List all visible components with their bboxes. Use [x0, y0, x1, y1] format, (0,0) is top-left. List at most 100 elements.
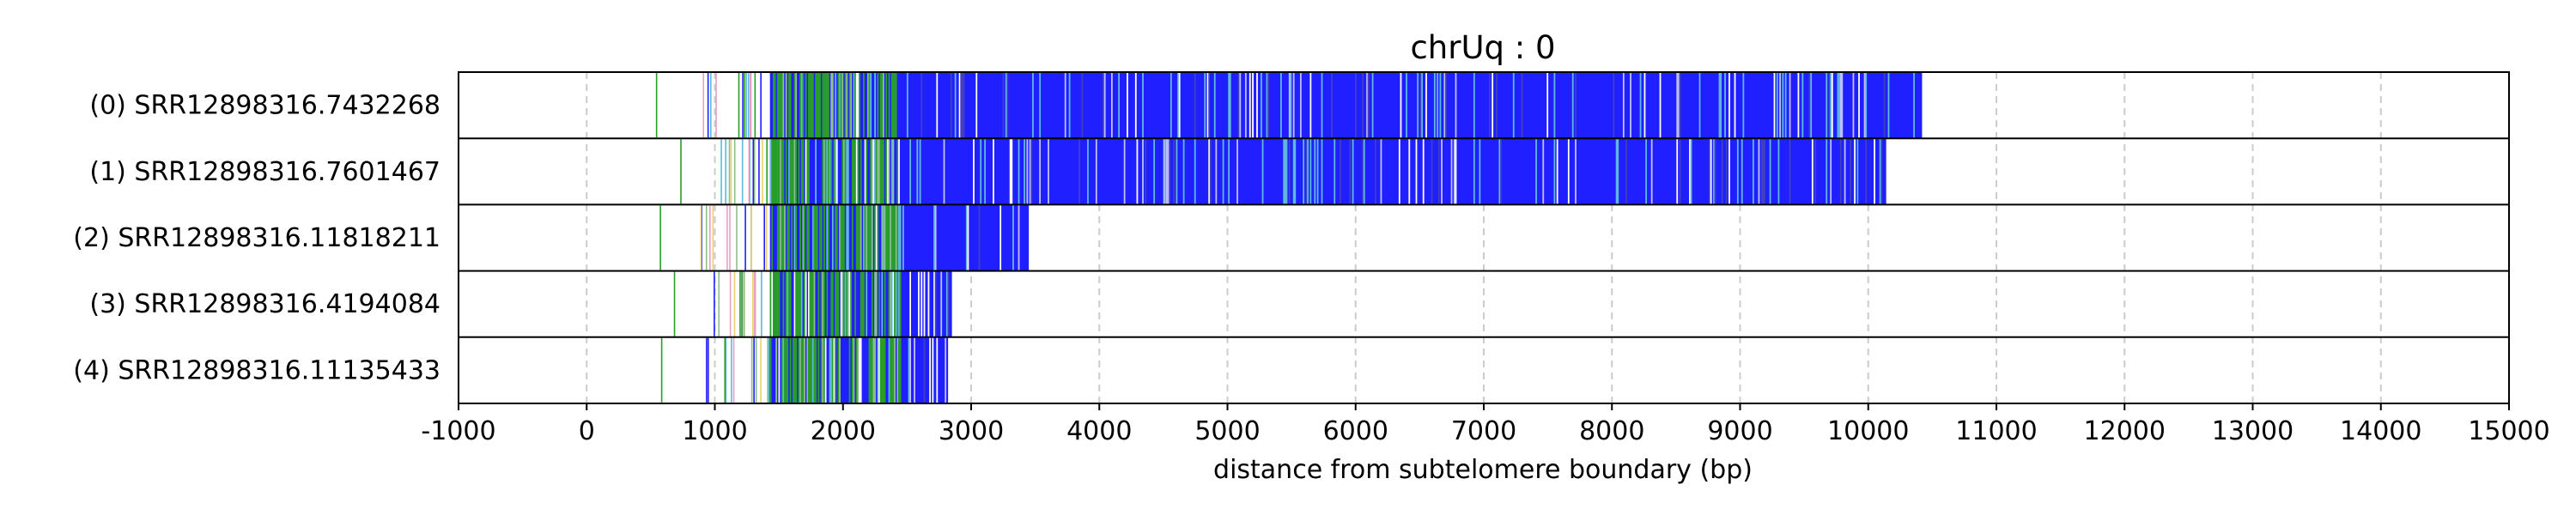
read-mark: [846, 138, 848, 205]
read-mark: [1575, 138, 1577, 205]
read-mark: [854, 270, 856, 337]
read-mark: [1741, 138, 1743, 205]
read-mark: [1026, 138, 1029, 205]
read-mark: [806, 336, 809, 403]
read-mark: [890, 138, 893, 205]
read-mark: [855, 72, 858, 139]
read-mark: [1406, 72, 1407, 139]
read-mark: [1473, 138, 1475, 205]
read-mark: [811, 270, 813, 337]
x-tick-label: 14000: [2340, 416, 2421, 446]
read-mark: [875, 138, 878, 205]
read-mark: [792, 138, 794, 205]
read-mark: [707, 73, 709, 138]
read-mark: [877, 138, 879, 205]
read-mark: [1858, 72, 1860, 139]
read-mark: [769, 336, 772, 403]
read-mark: [1292, 72, 1295, 139]
read-mark: [718, 271, 720, 336]
read-mark: [768, 337, 770, 403]
read-mark: [1309, 138, 1312, 205]
read-tracks: (0) SRR12898316.7432268 (1) SRR12898316.7…: [73, 72, 1923, 403]
read-mark: [816, 72, 818, 139]
read-mark: [816, 204, 818, 271]
read-mark: [1643, 72, 1646, 139]
read-mark: [1352, 138, 1354, 205]
read-mark: [874, 138, 876, 205]
read-mark: [884, 336, 886, 403]
read-mark: [1622, 72, 1625, 139]
read-mark: [1698, 72, 1701, 139]
read-mark: [780, 72, 781, 139]
read-mark: [1142, 72, 1144, 139]
read-mark: [831, 72, 834, 139]
read-mark: [835, 138, 836, 205]
read-mark: [1742, 72, 1745, 139]
read-mark: [874, 270, 876, 337]
read-mark: [774, 72, 776, 139]
read-mark: [775, 270, 778, 337]
read-mark: [1374, 138, 1376, 205]
x-tick-label: 2000: [811, 416, 876, 446]
read-mark: [978, 204, 981, 271]
read-mark: [1567, 138, 1570, 205]
x-tick-label: 6000: [1323, 416, 1388, 446]
read-mark: [967, 204, 969, 271]
read-mark: [1307, 138, 1309, 205]
read-mark: [918, 270, 920, 337]
read-mark: [725, 337, 727, 403]
read-mark: [795, 72, 798, 139]
read-label: (3) SRR12898316.4194084: [89, 289, 440, 319]
x-tick-label: 10000: [1827, 416, 1909, 446]
read-mark: [947, 270, 950, 337]
read-mark: [890, 270, 893, 337]
read-mark: [660, 337, 663, 403]
read-mark: [1081, 72, 1084, 139]
read-mark: [837, 270, 840, 337]
x-tick-label: 15000: [2468, 416, 2549, 446]
read-mark: [744, 271, 745, 336]
read-mark: [800, 336, 803, 403]
read-mark: [775, 336, 778, 403]
read-mark: [894, 72, 896, 139]
read-mark: [1103, 72, 1106, 139]
read-mark: [817, 72, 820, 139]
read-mark: [822, 138, 824, 205]
read-label: (1) SRR12898316.7601467: [89, 157, 440, 187]
read-mark: [965, 204, 968, 271]
read-mark: [1170, 72, 1172, 139]
read-mark: [853, 336, 855, 403]
read-mark: [1782, 72, 1784, 139]
read-mark: [1439, 72, 1442, 139]
read-mark: [871, 138, 873, 205]
read-mark: [795, 336, 798, 403]
read-mark: [1710, 138, 1712, 205]
read-mark: [1362, 72, 1364, 139]
read-mark: [760, 73, 762, 138]
read-mark: [802, 72, 805, 139]
read-mark: [923, 270, 926, 337]
read-mark: [792, 336, 794, 403]
read-mark: [1267, 72, 1270, 139]
read-mark: [1433, 72, 1436, 139]
read-mark: [793, 204, 796, 271]
read-mark: [848, 72, 851, 139]
read-mark: [898, 138, 900, 205]
read-mark: [1789, 138, 1791, 205]
read-mark: [886, 138, 889, 205]
read-mark: [769, 270, 772, 337]
read-mark: [892, 336, 895, 403]
read-mark: [1167, 138, 1170, 205]
read-mark: [864, 204, 866, 271]
read-mark: [1288, 72, 1291, 139]
read-mark: [881, 270, 884, 337]
x-tick-label: 3000: [939, 416, 1004, 446]
read-mark: [1839, 72, 1842, 139]
read-mark: [780, 138, 781, 205]
read-mark: [945, 270, 948, 337]
read-mark: [785, 72, 787, 139]
read-mark: [787, 336, 789, 403]
read-mark: [879, 72, 882, 139]
read-mark: [923, 336, 926, 403]
read-mark: [772, 72, 775, 139]
